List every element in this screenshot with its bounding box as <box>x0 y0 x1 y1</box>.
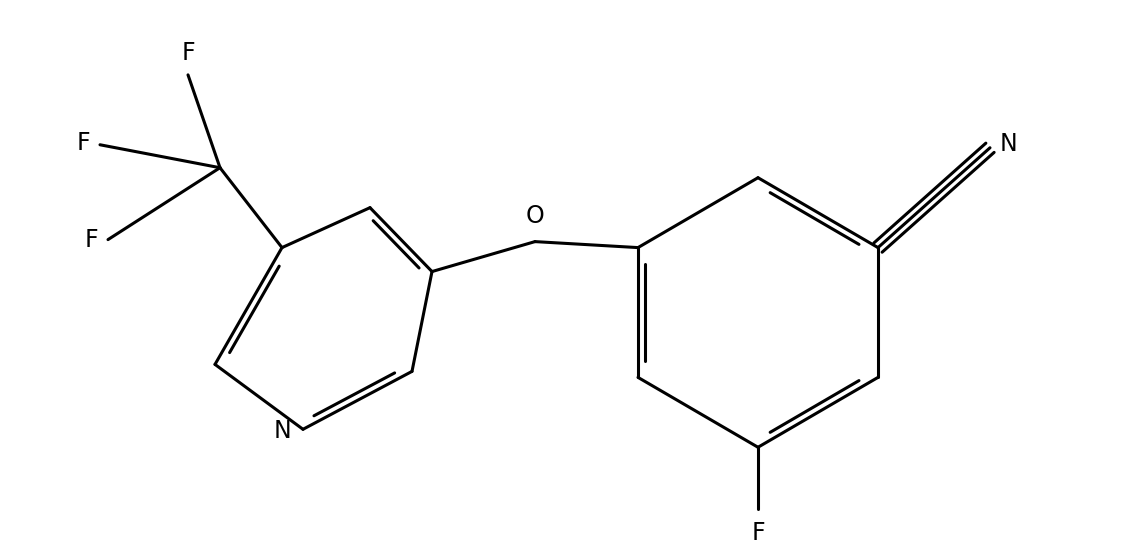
Text: F: F <box>752 521 765 545</box>
Text: F: F <box>77 131 90 155</box>
Text: F: F <box>85 227 98 252</box>
Text: N: N <box>273 420 291 443</box>
Text: O: O <box>525 204 544 227</box>
Text: F: F <box>181 41 195 65</box>
Text: N: N <box>1000 132 1018 156</box>
